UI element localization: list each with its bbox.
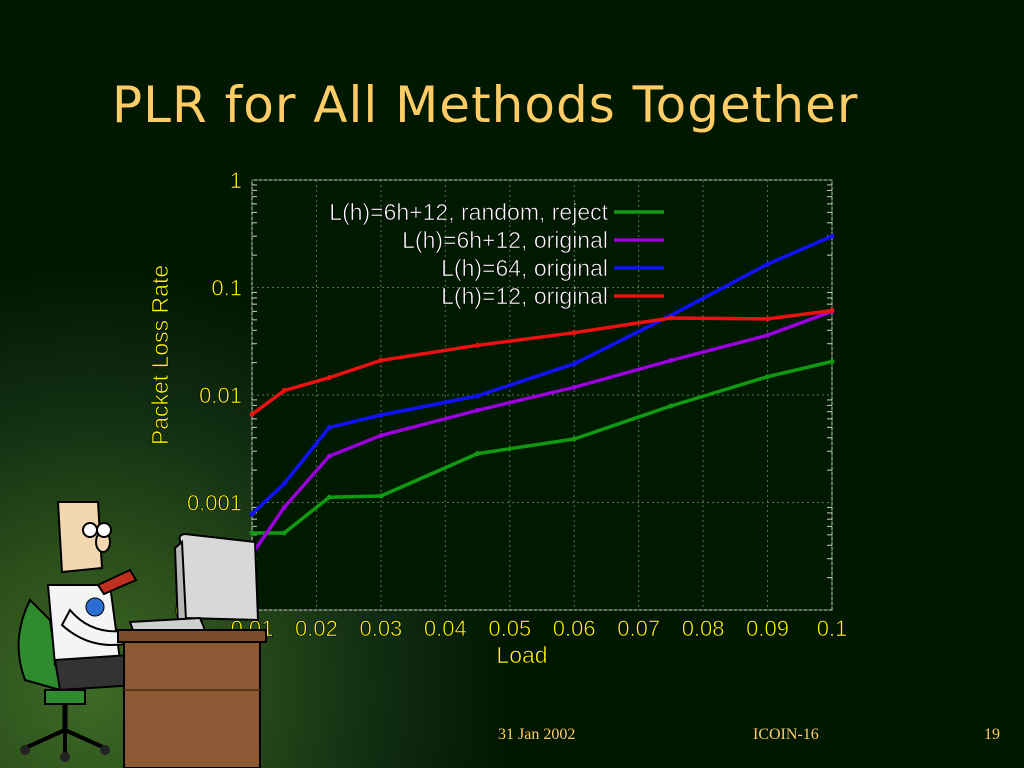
x-tick-label: 0.08 — [682, 616, 725, 641]
x-tick-label: 0.06 — [553, 616, 596, 641]
y-tick-label: 1 — [230, 168, 242, 193]
data-point — [571, 361, 577, 367]
x-tick-label: 0.02 — [295, 616, 338, 641]
data-point — [249, 530, 255, 536]
data-point — [326, 494, 332, 500]
legend-label: L(h)=64, original — [441, 255, 608, 281]
data-point — [378, 412, 384, 418]
data-point — [326, 453, 332, 459]
data-point — [475, 393, 481, 399]
data-point — [571, 330, 577, 336]
footer-conference: ICOIN-16 — [753, 726, 819, 743]
data-point — [475, 342, 481, 348]
x-tick-label: 0.05 — [488, 616, 531, 641]
data-point — [765, 261, 771, 267]
data-point — [765, 316, 771, 322]
x-tick-label: 0.04 — [424, 616, 467, 641]
data-point — [281, 388, 287, 394]
data-point — [326, 375, 332, 381]
data-point — [668, 403, 674, 409]
data-point — [571, 384, 577, 390]
data-point — [378, 357, 384, 363]
data-point — [326, 424, 332, 430]
data-point — [571, 436, 577, 442]
x-axis-label: Load — [496, 642, 547, 668]
data-point — [281, 481, 287, 487]
data-point — [829, 358, 835, 364]
data-point — [475, 407, 481, 413]
data-point — [281, 504, 287, 510]
data-point — [829, 233, 835, 239]
data-point — [249, 511, 255, 517]
x-tick-label: 0.1 — [817, 616, 848, 641]
x-tick-label: 0.09 — [746, 616, 789, 641]
y-tick-label: 0.01 — [199, 383, 242, 408]
x-tick-label: 0.03 — [359, 616, 402, 641]
slide-title: PLR for All Methods Together — [112, 76, 859, 134]
data-point — [668, 357, 674, 363]
data-point — [378, 433, 384, 439]
data-point — [829, 308, 835, 314]
legend-label: L(h)=12, original — [441, 283, 608, 309]
x-tick-label: 0.07 — [617, 616, 660, 641]
y-tick-label: 0.001 — [187, 491, 242, 516]
data-point — [378, 493, 384, 499]
y-tick-label: 0.1 — [211, 276, 242, 301]
legend-label: L(h)=6h+12, original — [402, 227, 608, 253]
data-point — [765, 374, 771, 380]
page-number: 19 — [984, 726, 1000, 743]
data-point — [475, 451, 481, 457]
dilbert-cartoon — [17, 501, 267, 768]
footer-date: 31 Jan 2002 — [498, 726, 576, 743]
y-axis-label: Packet Loss Rate — [147, 265, 173, 445]
data-point — [249, 411, 255, 417]
data-point — [765, 332, 771, 338]
data-point — [668, 315, 674, 321]
legend-label: L(h)=6h+12, random, reject — [329, 199, 608, 225]
data-point — [281, 530, 287, 536]
